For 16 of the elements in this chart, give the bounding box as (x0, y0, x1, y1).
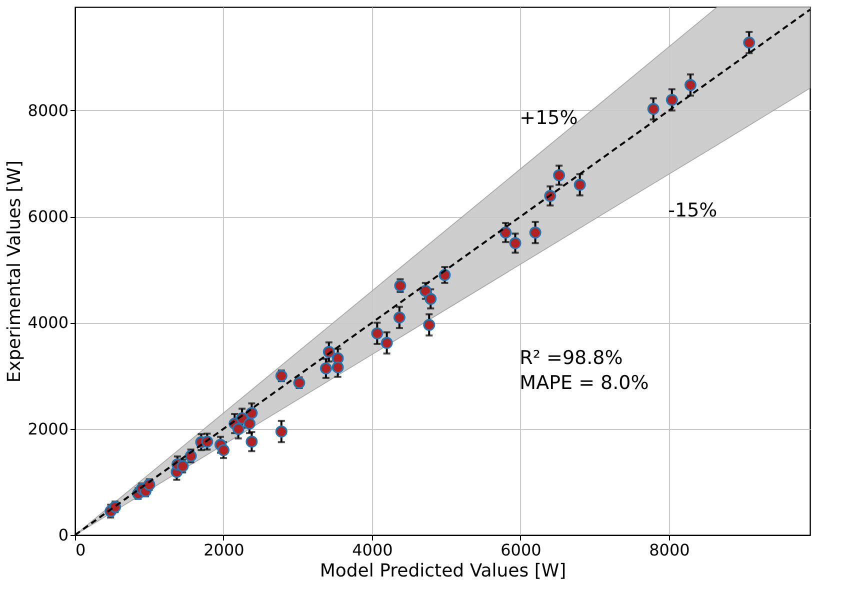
annotation: MAPE = 8.0% (520, 372, 649, 394)
y-tick-label: 0 (58, 526, 68, 544)
y-tick-label: 8000 (28, 100, 68, 120)
x-tick-label: 0 (76, 540, 86, 560)
x-tick-label: 2000 (204, 540, 244, 560)
x-axis-title: Model Predicted Values [W] (320, 560, 566, 582)
annotation: -15% (668, 199, 718, 222)
y-tick-label: 2000 (28, 419, 68, 438)
x-tick-label: 4000 (352, 540, 393, 560)
y-tick-label: 6000 (28, 207, 68, 226)
y-axis-title: Experimental Values [W] (4, 160, 25, 383)
x-tick-label: 6000 (500, 540, 542, 560)
y-tick-label: 4000 (28, 313, 68, 332)
annotation: R² =98.8% (520, 347, 623, 370)
x-tick-label: 8000 (649, 540, 690, 560)
annotation: +15% (520, 106, 578, 129)
